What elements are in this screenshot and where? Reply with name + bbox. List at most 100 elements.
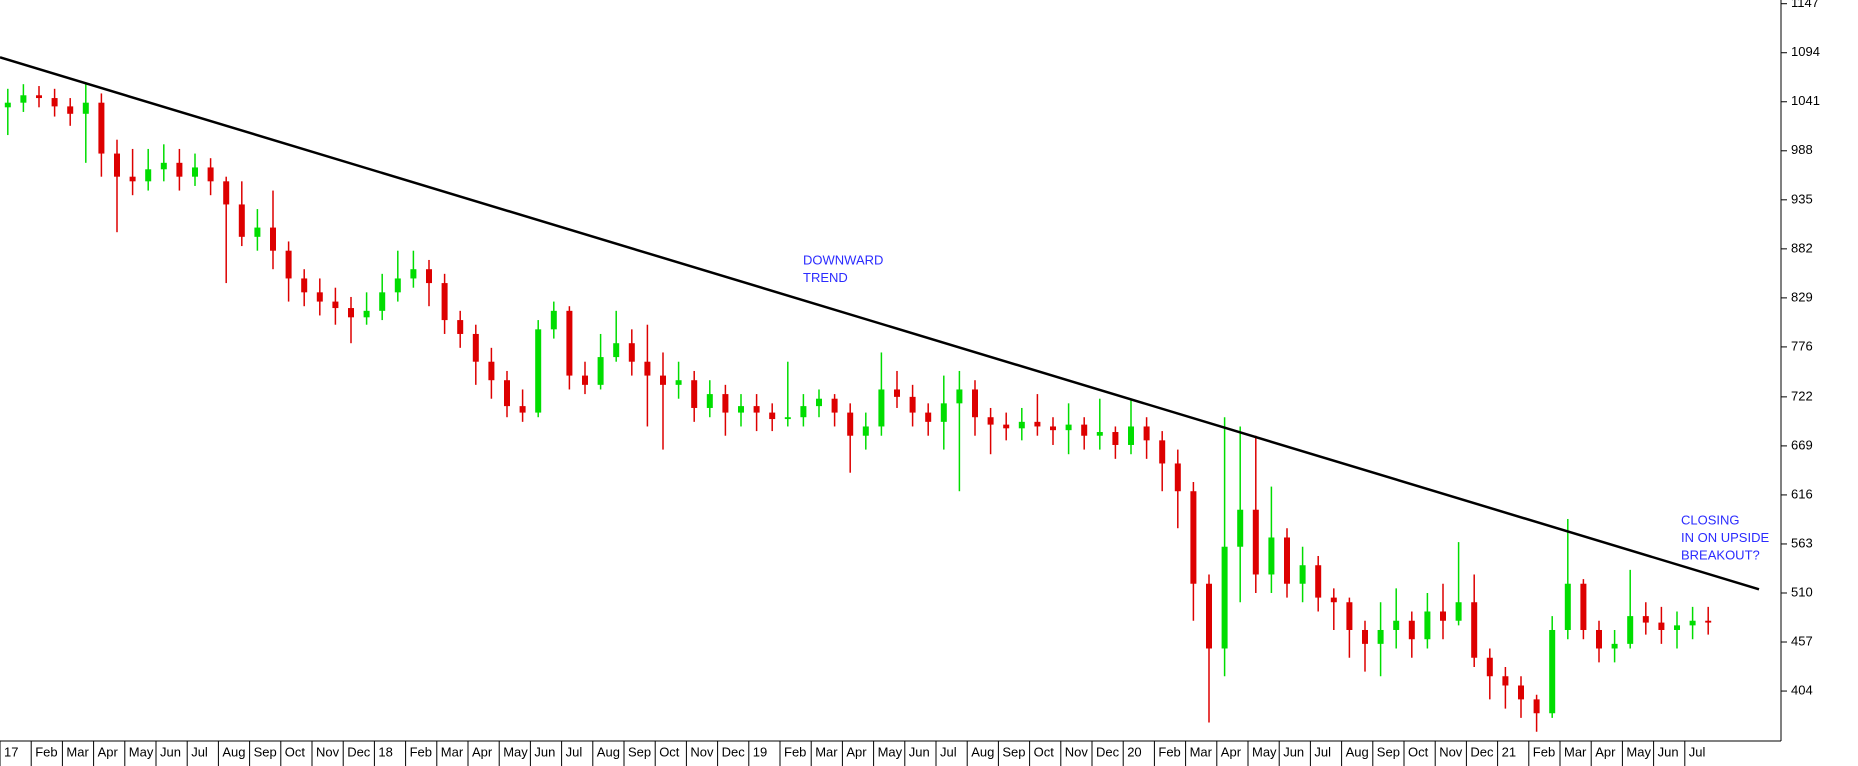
candle-body: [909, 396, 916, 413]
x-tick-label: Sep: [1002, 744, 1025, 759]
x-tick-label: Apr: [1595, 744, 1616, 759]
candle-body: [706, 394, 713, 408]
x-tick-label: Apr: [846, 744, 867, 759]
candle-body: [441, 283, 448, 321]
candle-body: [332, 301, 339, 309]
candle-body: [1143, 426, 1150, 441]
candle-body: [1018, 421, 1025, 429]
y-tick-label: 510: [1791, 584, 1813, 599]
candle-body: [114, 153, 120, 177]
trend-line: [0, 56, 1760, 591]
x-tick-label: Jul: [191, 744, 208, 759]
x-tick-label: Sep: [254, 744, 277, 759]
candle-body: [862, 426, 869, 436]
candle-body: [1393, 620, 1400, 630]
candle-body: [1034, 421, 1041, 427]
x-tick-label: Jul: [940, 744, 957, 759]
candle-body: [831, 398, 838, 413]
candle-body: [1190, 491, 1197, 584]
candle-body: [192, 167, 198, 177]
x-tick-label: 20: [1127, 744, 1141, 759]
x-tick-label: 19: [753, 744, 767, 759]
candle-body: [1518, 685, 1524, 700]
y-tick-label: 457: [1791, 633, 1813, 648]
candle-body: [1564, 583, 1571, 630]
candle-body: [956, 389, 963, 404]
candle-body: [1502, 676, 1509, 686]
x-tick-label: Jul: [1314, 744, 1331, 759]
candle-body: [67, 106, 74, 114]
candle-body: [363, 310, 370, 318]
x-tick-label: Jul: [566, 744, 583, 759]
candle-body: [878, 389, 885, 427]
candle-body: [1003, 424, 1010, 429]
candle-body: [1377, 629, 1384, 644]
x-tick-label: Oct: [1034, 744, 1055, 759]
x-tick-label: May: [503, 744, 528, 759]
x-tick-label: Feb: [1533, 744, 1555, 759]
candle-body: [816, 398, 822, 407]
x-tick-label: Jun: [909, 744, 930, 759]
x-tick-label: Dec: [1096, 744, 1120, 759]
candle-body: [176, 162, 183, 177]
candle-body: [1596, 629, 1602, 649]
candle-body: [238, 204, 245, 237]
x-tick-label: Nov: [690, 744, 714, 759]
candle-body: [426, 269, 432, 284]
candle-body: [1549, 629, 1556, 714]
y-tick-label: 1094: [1791, 44, 1820, 59]
candle-body: [722, 394, 729, 413]
y-tick-label: 776: [1791, 338, 1813, 353]
x-tick-label: Nov: [1065, 744, 1089, 759]
candle-body: [145, 169, 152, 182]
x-tick-label: May: [878, 744, 903, 759]
x-tick-label: Feb: [1158, 744, 1180, 759]
x-tick-label: Aug: [222, 744, 245, 759]
y-tick-label: 988: [1791, 142, 1813, 157]
candle-body: [597, 357, 604, 385]
candle-body: [348, 308, 354, 318]
y-tick-label: 563: [1791, 535, 1813, 550]
x-tick-label: Oct: [1408, 744, 1429, 759]
y-tick-label: 722: [1791, 388, 1813, 403]
candle-body: [1440, 611, 1446, 621]
candle-body: [223, 181, 230, 205]
candle-body: [1642, 616, 1649, 623]
x-tick-label: Aug: [597, 744, 620, 759]
x-tick-label: Nov: [1439, 744, 1463, 759]
candle-body: [1065, 424, 1072, 431]
candle-body: [1658, 622, 1665, 630]
candle-body: [394, 278, 401, 293]
candle-body: [1252, 509, 1259, 575]
candle-body: [1206, 583, 1212, 649]
candle-body: [1112, 432, 1119, 445]
candle-body: [925, 412, 932, 422]
x-tick-label: Apr: [472, 744, 493, 759]
candle-body: [535, 329, 542, 413]
candle-body: [753, 406, 760, 413]
y-tick-label: 1147: [1791, 0, 1819, 10]
candle-body: [582, 375, 588, 385]
annotation: BREAKOUT?: [1681, 547, 1760, 562]
x-tick-label: Mar: [441, 744, 464, 759]
x-tick-label: Mar: [1190, 744, 1213, 759]
candle-body: [784, 417, 791, 420]
y-tick-label: 404: [1791, 682, 1813, 697]
x-tick-label: Mar: [815, 744, 838, 759]
candle-body: [1081, 424, 1088, 436]
candle-body: [550, 310, 557, 330]
annotation: IN ON UPSIDE: [1681, 530, 1769, 545]
candle-body: [20, 95, 27, 103]
candle-body: [129, 176, 136, 182]
x-tick-label: Oct: [285, 744, 306, 759]
candle-body: [82, 102, 89, 114]
candle-body: [769, 412, 776, 420]
x-tick-label: Feb: [410, 744, 432, 759]
x-tick-label: Jun: [160, 744, 181, 759]
annotation: CLOSING: [1681, 512, 1740, 527]
candle-body: [457, 320, 464, 334]
x-tick-label: Mar: [1564, 744, 1587, 759]
candle-body: [254, 227, 261, 237]
candle-body: [285, 250, 292, 279]
